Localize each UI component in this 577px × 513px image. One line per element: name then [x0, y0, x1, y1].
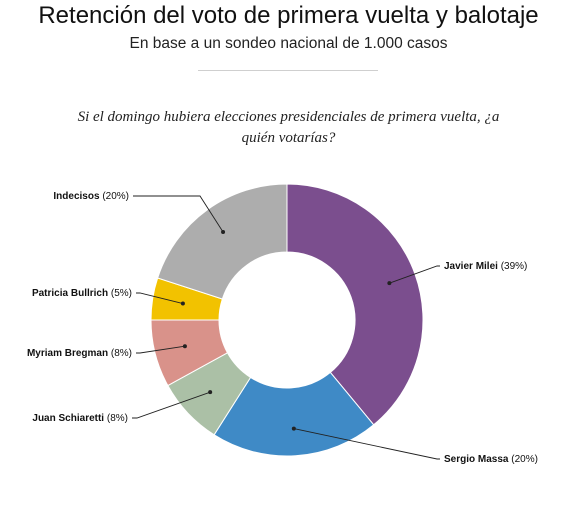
- slice-sergio-massa: [213, 371, 375, 457]
- label-name: Juan Schiaretti: [32, 413, 104, 424]
- slice-indecisos: [157, 183, 288, 300]
- label-myriam-bregman: Myriam Bregman (8%): [27, 348, 132, 359]
- slice-javier-milei: [286, 183, 424, 426]
- label-patricia-bullrich: Patricia Bullrich (5%): [32, 288, 132, 299]
- leader-line-indecisos: [133, 195, 224, 233]
- label-indecisos: Indecisos (20%): [53, 191, 129, 202]
- label-percent: (8%): [104, 413, 128, 424]
- leader-line-patricia-bullrich: [136, 292, 184, 304]
- label-percent: (20%): [100, 191, 129, 202]
- label-juan-schiaretti: Juan Schiaretti (8%): [32, 413, 128, 424]
- label-name: Indecisos: [53, 191, 100, 202]
- label-percent: (39%): [498, 261, 527, 272]
- leader-line-juan-schiaretti: [132, 391, 211, 419]
- marker-dot-patricia-bullrich: [180, 301, 185, 306]
- chart-title: Retención del voto de primera vuelta y b…: [38, 2, 539, 29]
- label-name: Patricia Bullrich: [32, 288, 108, 299]
- label-percent: (8%): [108, 348, 132, 359]
- label-name: Myriam Bregman: [27, 348, 108, 359]
- survey-question: Si el domingo hubiera elecciones preside…: [77, 109, 500, 146]
- label-percent: (5%): [108, 288, 132, 299]
- marker-dot-sergio-massa: [291, 426, 296, 431]
- marker-dot-indecisos: [221, 229, 226, 234]
- label-javier-milei: Javier Milei (39%): [444, 261, 527, 272]
- label-percent: (20%): [508, 454, 537, 465]
- marker-dot-javier-milei: [387, 281, 392, 286]
- label-name: Sergio Massa: [444, 454, 509, 465]
- leader-line-myriam-bregman: [136, 345, 185, 354]
- leader-line-javier-milei: [389, 265, 440, 284]
- chart-subtitle: En base a un sondeo nacional de 1.000 ca…: [129, 35, 448, 52]
- label-name: Javier Milei: [444, 261, 498, 272]
- divider: [198, 70, 378, 71]
- leader-line-sergio-massa: [293, 428, 440, 460]
- marker-dot-juan-schiaretti: [208, 390, 213, 395]
- label-sergio-massa: Sergio Massa (20%): [444, 454, 538, 465]
- marker-dot-myriam-bregman: [182, 344, 187, 349]
